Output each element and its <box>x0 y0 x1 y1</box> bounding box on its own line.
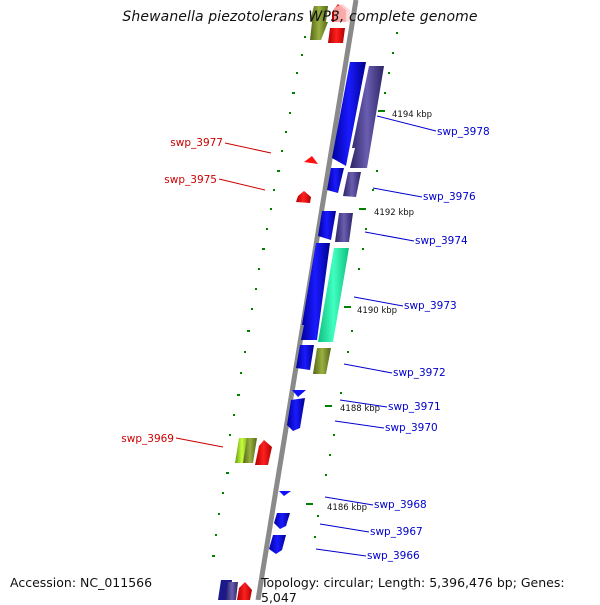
gene-arrow-swp-3977 <box>304 156 318 164</box>
gene-arrow-swp-3969-red <box>255 440 272 465</box>
gene-arrow-swp-3969-olive <box>243 438 257 463</box>
scale-dots-right <box>314 32 398 538</box>
gene-label-swp-3970[interactable]: swp_3970 <box>385 422 438 434</box>
scale-label: 4194 kbp <box>392 110 432 120</box>
gene-arrow-swp-3968 <box>279 491 291 496</box>
leader-lines-left <box>175 142 272 448</box>
gene-label-swp-3974[interactable]: swp_3974 <box>415 235 468 247</box>
gene-arrow-swp-3976-blue <box>327 168 344 193</box>
gene-arrow-swp-3972-olive <box>313 348 331 374</box>
gene-label-swp-3977[interactable]: swp_3977 <box>170 137 223 149</box>
gene-arrow-bottom-purple <box>226 582 238 600</box>
gene-label-swp-3971[interactable]: swp_3971 <box>388 401 441 413</box>
scale-dots-left <box>212 36 306 557</box>
gene-label-swp-3967[interactable]: swp_3967 <box>370 526 423 538</box>
gene-label-swp-3976[interactable]: swp_3976 <box>423 191 476 203</box>
scale-ticks <box>306 110 385 505</box>
gene-arrow-top-olive <box>310 6 328 40</box>
gene-label-swp-3966[interactable]: swp_3966 <box>367 550 420 562</box>
gene-labels-right: swp_3978 swp_3976 swp_3974 swp_3973 swp_… <box>367 126 490 562</box>
gene-arrow-swp-3967 <box>274 513 290 529</box>
gene-arrow-bottom-red <box>237 582 252 600</box>
page-title: Shewanella piezotolerans WP3, complete g… <box>122 9 478 25</box>
gene-arrow-swp-3966 <box>269 535 286 554</box>
gene-arrow-swp-3978-blue <box>332 62 366 166</box>
accession-text: Accession: NC_011566 <box>10 575 153 590</box>
gene-labels-left: swp_3977 swp_3975 swp_3969 <box>121 137 223 445</box>
gene-arrow-swp-3973-teal <box>318 248 349 342</box>
gene-label-swp-3968[interactable]: swp_3968 <box>374 499 427 511</box>
gene-label-swp-3975[interactable]: swp_3975 <box>164 174 217 186</box>
gene-label-swp-3973[interactable]: swp_3973 <box>404 300 457 312</box>
gene-arrow-swp-3975 <box>296 191 311 203</box>
scale-label: 4190 kbp <box>357 306 397 316</box>
scale-label: 4186 kbp <box>327 503 367 513</box>
gene-arrow-swp-3971 <box>292 390 306 397</box>
gene-label-swp-3969[interactable]: swp_3969 <box>121 433 174 445</box>
gene-arrow-top-pink <box>334 4 350 22</box>
leader-lines-right <box>315 115 437 557</box>
gene-arrow-swp-3974-purple <box>335 213 353 242</box>
scale-label: 4188 kbp <box>340 404 380 414</box>
gene-arrow-swp-3970 <box>287 398 305 431</box>
gene-arrow-top-red-lower <box>328 28 345 43</box>
gene-arrow-swp-3973-blue <box>301 243 330 340</box>
gene-label-swp-3978[interactable]: swp_3978 <box>437 126 490 138</box>
topology-text: Topology: circular; Length: 5,396,476 bp… <box>261 575 565 605</box>
gene-label-swp-3972[interactable]: swp_3972 <box>393 367 446 379</box>
gene-arrow-swp-3972-blue <box>296 345 314 370</box>
gene-arrow-swp-3978-purple <box>350 66 384 168</box>
gene-arrow-swp-3976-purple <box>343 172 361 197</box>
scale-labels: 4194 kbp 4192 kbp 4190 kbp 4188 kbp 4186… <box>327 110 432 513</box>
scale-label: 4192 kbp <box>374 208 414 218</box>
gene-arrow-swp-3974-blue <box>318 211 336 240</box>
